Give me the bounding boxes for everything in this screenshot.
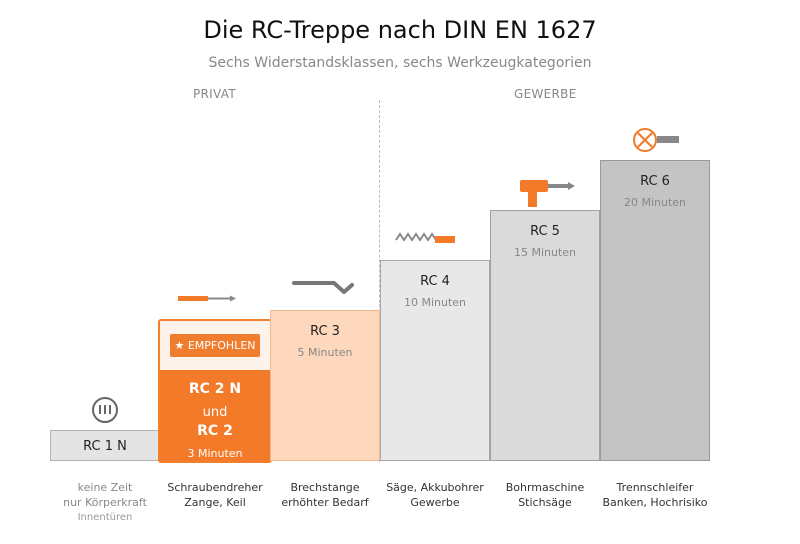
tools-rc1n-line2: nur Körperkraft xyxy=(63,496,147,509)
page-subtitle: Sechs Widerstandsklassen, sechs Werkzeug… xyxy=(208,55,592,71)
step-rc1n-label: RC 1 N xyxy=(83,439,127,454)
tools-rc1n-note: Innentüren xyxy=(77,512,133,523)
crowbar-icon xyxy=(292,281,354,294)
tools-rc3: Brechstange erhöhter Bedarf xyxy=(270,480,380,510)
step-rc6-label: RC 6 xyxy=(640,174,670,189)
tools-rc5-line1: Bohrmaschine xyxy=(505,481,585,494)
tools-rc3-line2: erhöhter Bedarf xyxy=(281,496,369,509)
step-rc4-time: 10 Minuten xyxy=(403,296,467,309)
tools-rc3-line1: Brechstange xyxy=(290,481,360,494)
page-title: Die RC-Treppe nach DIN EN 1627 xyxy=(203,16,597,44)
tools-rc6-line2: Banken, Hochrisiko xyxy=(602,496,708,509)
step-rc6-time: 20 Minuten xyxy=(623,196,687,209)
tools-rc1n-line1: keine Zeit xyxy=(77,481,133,494)
tools-rc4-line2: Gewerbe xyxy=(410,496,460,509)
tools-rc5: Bohrmaschine Stichsäge xyxy=(490,480,600,510)
step-rc2-recommended: ★ EMPFOHLEN RC 2 N und RC 2 3 Minuten xyxy=(158,319,272,463)
step-rc3-time: 5 Minuten xyxy=(297,346,353,359)
drill-icon xyxy=(520,180,575,207)
tools-rc2-line2: Zange, Keil xyxy=(184,496,246,509)
step-rc2-time: 3 Minuten xyxy=(187,447,243,460)
tools-rc2-line1: Schraubendreher xyxy=(167,481,263,494)
tools-rc2: Schraubendreher Zange, Keil xyxy=(160,480,270,510)
tools-rc5-line2: Stichsäge xyxy=(518,496,572,509)
section-label-commercial: GEWERBE xyxy=(514,87,577,101)
step-rc4: RC 4 10 Minuten xyxy=(380,260,490,461)
tools-rc6: Trennschleifer Banken, Hochrisiko xyxy=(600,480,710,510)
step-rc2n-label: RC 2 N xyxy=(188,381,242,397)
step-rc2-and-label: und xyxy=(202,405,228,420)
tools-rc6-line1: Trennschleifer xyxy=(616,481,694,494)
step-rc3: RC 3 5 Minuten xyxy=(270,310,380,461)
saw-icon xyxy=(395,232,455,243)
step-rc4-label: RC 4 xyxy=(420,274,450,289)
step-rc2-badge-area: ★ EMPFOHLEN xyxy=(160,321,270,370)
step-rc5: RC 5 15 Minuten xyxy=(490,210,600,461)
section-label-private: PRIVAT xyxy=(193,87,236,101)
step-rc6: RC 6 20 Minuten xyxy=(600,160,710,461)
tools-rc1n: keine Zeit nur Körperkraft Innentüren xyxy=(50,480,160,525)
step-rc2-body: RC 2 N und RC 2 3 Minuten xyxy=(160,370,270,461)
tools-rc4: Säge, Akkubohrer Gewerbe xyxy=(380,480,490,510)
step-rc5-time: 15 Minuten xyxy=(513,246,577,259)
tools-rc4-line1: Säge, Akkubohrer xyxy=(386,481,484,494)
no-tool-icon xyxy=(92,397,118,423)
screwdriver-icon xyxy=(178,295,236,302)
section-divider xyxy=(379,100,380,462)
recommended-badge: ★ EMPFOHLEN xyxy=(170,334,260,357)
step-rc3-label: RC 3 xyxy=(310,324,340,339)
step-rc5-label: RC 5 xyxy=(530,224,560,239)
step-rc2-label: RC 2 xyxy=(197,423,233,439)
angle-grinder-icon xyxy=(633,128,679,152)
step-rc1n: RC 1 N xyxy=(50,430,160,461)
